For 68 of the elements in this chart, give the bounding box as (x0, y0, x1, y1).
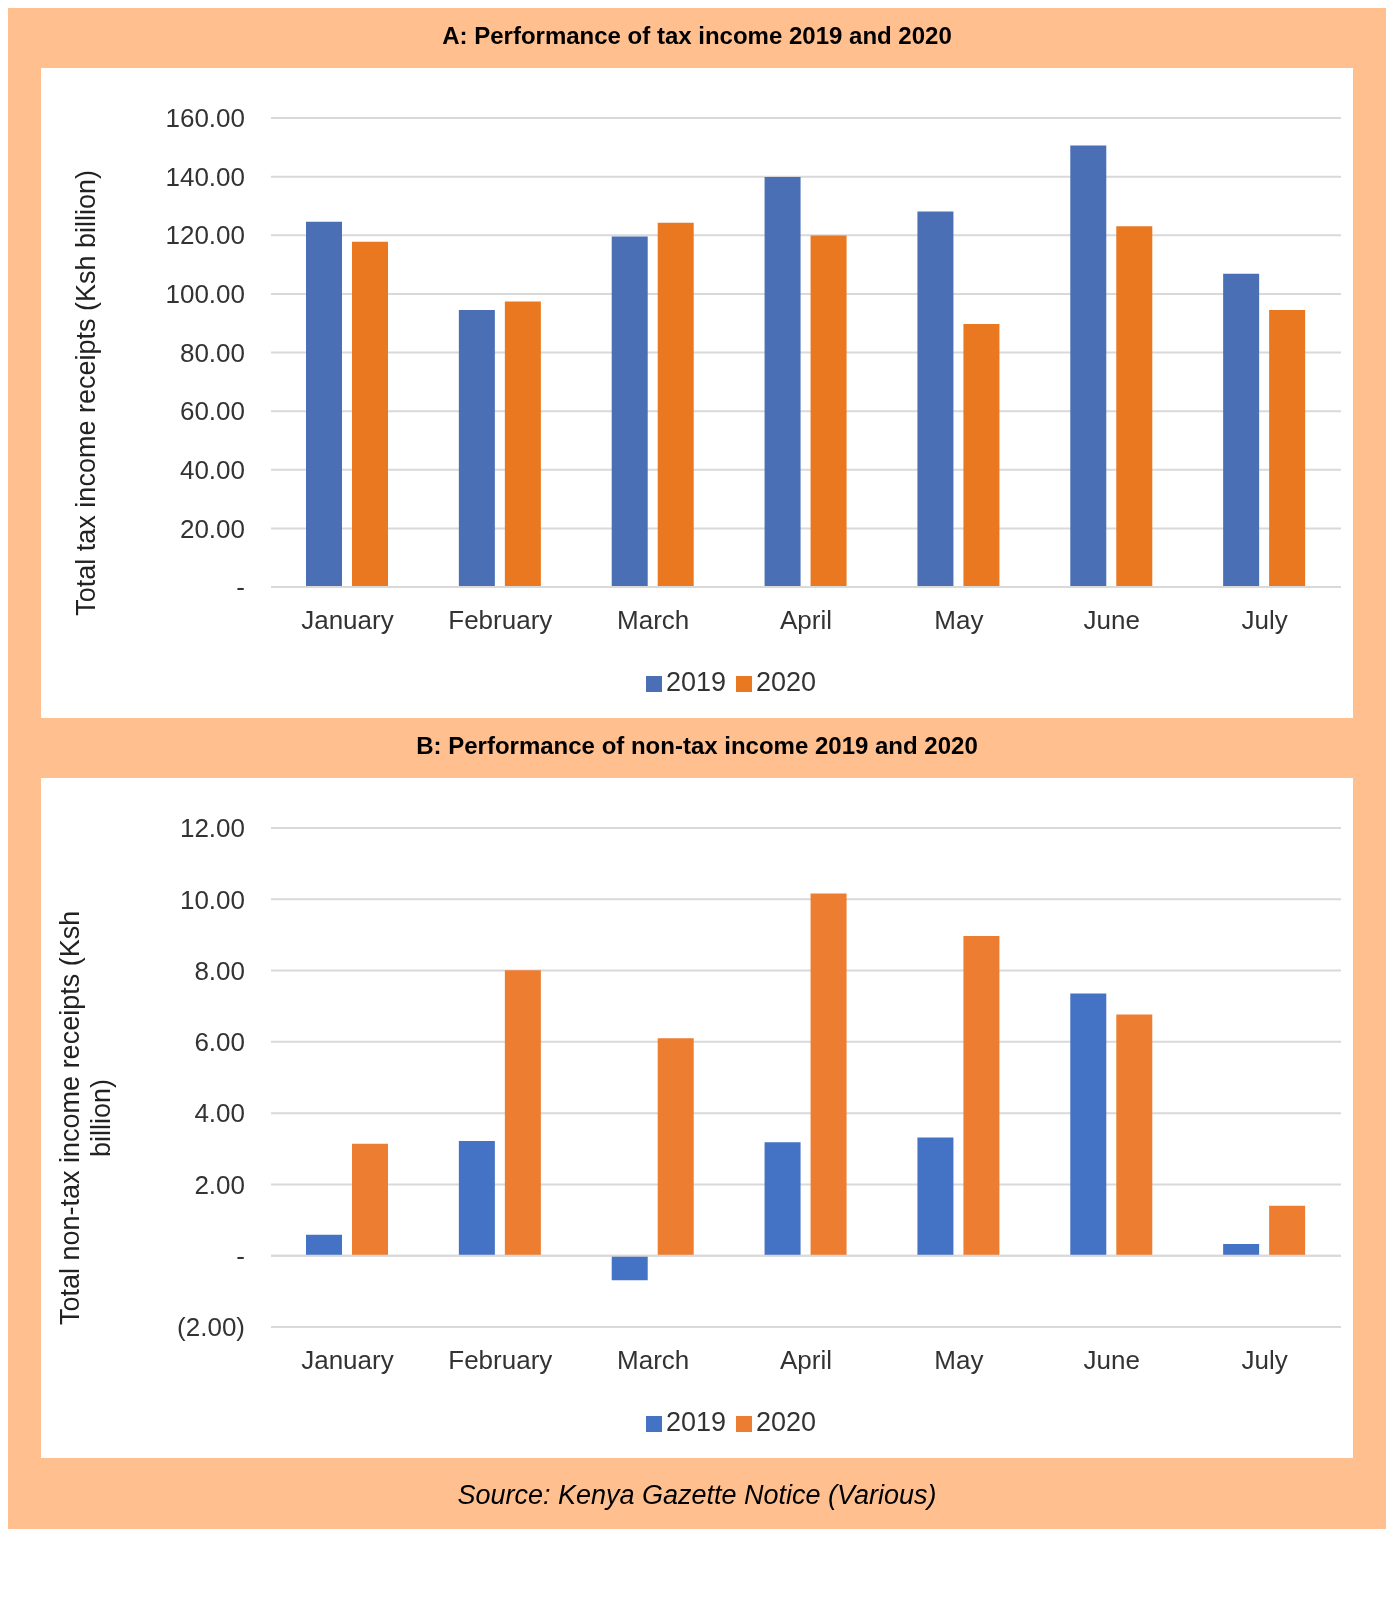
x-tick-label: June (1083, 605, 1140, 636)
chart-title: B: Performance of non-tax income 2019 and 2020 (415, 731, 979, 761)
bar (657, 222, 694, 587)
chart-title: A: Performance of tax income 2019 and 2020 (441, 21, 953, 51)
bar (917, 211, 954, 587)
bar (458, 310, 495, 587)
y-tick-label: - (236, 1240, 245, 1271)
bar (810, 893, 847, 1256)
y-tick-label: 20.00 (179, 513, 245, 544)
x-tick-label: January (301, 605, 394, 636)
x-tick-label: April (779, 1345, 833, 1376)
y-tick-label: 10.00 (179, 884, 245, 915)
x-tick-label: March (617, 1345, 690, 1376)
legend-label: 2019 (665, 1407, 726, 1437)
x-tick-label: February (448, 1345, 553, 1376)
bar (611, 236, 648, 587)
y-tick-label: (2.00) (177, 1312, 245, 1343)
y-tick-label: 8.00 (194, 955, 245, 986)
y-tick-label: 6.00 (194, 1027, 245, 1058)
y-tick-label: 80.00 (179, 337, 245, 368)
bar (1269, 310, 1306, 587)
bar (1116, 226, 1153, 587)
bar (1269, 1205, 1306, 1256)
y-tick-label: 4.00 (194, 1098, 245, 1129)
x-tick-label: March (617, 605, 690, 636)
bar (1070, 145, 1107, 587)
y-axis-title: Total non-tax income receipts (Ksh billion) (55, 909, 117, 1328)
bar (1223, 273, 1260, 587)
x-tick-label: May (934, 605, 984, 636)
bar (504, 301, 541, 587)
bar (657, 1038, 694, 1256)
bar (917, 1137, 954, 1256)
legend-label: 2020 (756, 667, 817, 697)
bar (611, 1255, 648, 1281)
y-tick-label: 40.00 (179, 454, 245, 485)
source-note: Source: Kenya Gazette Notice (Various) (456, 1479, 938, 1512)
legend-label: 2019 (665, 667, 726, 697)
y-tick-label: 140.00 (165, 161, 245, 192)
y-tick-label: 100.00 (165, 279, 245, 310)
x-tick-label: July (1241, 1345, 1288, 1376)
x-tick-label: June (1083, 1345, 1140, 1376)
x-tick-label: April (779, 605, 833, 636)
bar (963, 324, 1000, 587)
legend-label: 2020 (756, 1407, 817, 1437)
bar (306, 221, 342, 587)
bar (504, 970, 541, 1256)
y-tick-label: 12.00 (179, 813, 245, 844)
bar (352, 1143, 388, 1256)
x-tick-label: January (301, 1345, 394, 1376)
bar (352, 241, 388, 587)
x-tick-label: July (1241, 605, 1288, 636)
y-tick-label: 120.00 (165, 220, 245, 251)
bar (963, 936, 1000, 1256)
bar (764, 176, 801, 587)
y-tick-label: - (236, 572, 245, 603)
bar (1223, 1243, 1260, 1256)
bar (306, 1234, 342, 1256)
bar (1070, 993, 1107, 1256)
bar (458, 1140, 495, 1256)
bar (764, 1142, 801, 1256)
x-tick-label: February (448, 605, 553, 636)
y-tick-label: 2.00 (194, 1169, 245, 1200)
bar (1116, 1014, 1153, 1256)
y-axis-title: Total tax income receipts (Ksh billion) (70, 170, 102, 616)
bar (810, 235, 847, 587)
y-tick-label: 60.00 (179, 396, 245, 427)
x-tick-label: May (934, 1345, 984, 1376)
y-tick-label: 160.00 (165, 103, 245, 134)
